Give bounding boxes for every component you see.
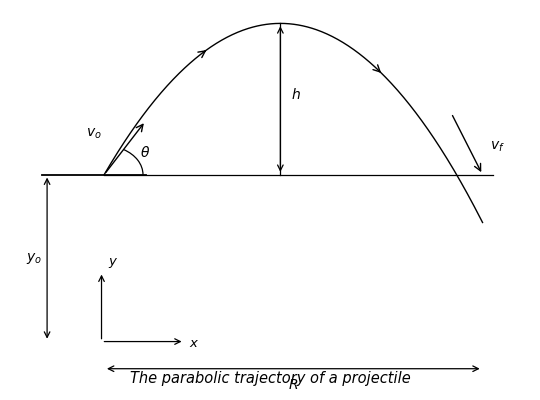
Text: y: y [108, 255, 116, 268]
Text: $y_o$: $y_o$ [26, 251, 42, 266]
Text: h: h [292, 88, 301, 102]
Text: The parabolic trajectory of a projectile: The parabolic trajectory of a projectile [130, 371, 410, 386]
Text: R: R [288, 378, 298, 392]
Text: $v_o$: $v_o$ [86, 127, 102, 141]
Text: $v_f$: $v_f$ [490, 140, 505, 154]
Text: x: x [190, 337, 198, 350]
Text: $\theta$: $\theta$ [140, 146, 150, 160]
